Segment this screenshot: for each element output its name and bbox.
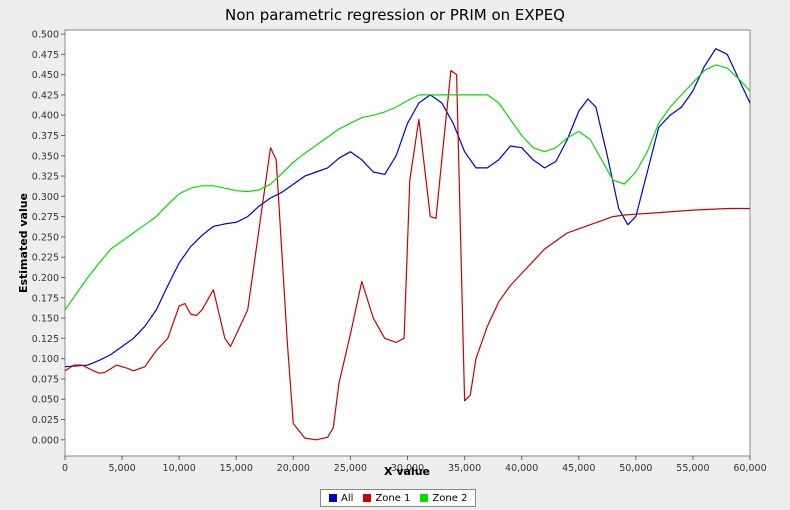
y-tick-label: 0.050 bbox=[32, 395, 59, 406]
legend-swatch bbox=[329, 494, 337, 502]
x-tick-label: 35,000 bbox=[448, 463, 481, 474]
x-tick-label: 50,000 bbox=[619, 463, 652, 474]
legend-item-zone-1: Zone 1 bbox=[363, 493, 410, 504]
y-tick-label: 0.225 bbox=[32, 253, 59, 264]
series-line-zone-2 bbox=[64, 64, 751, 311]
x-tick-label: 45,000 bbox=[562, 463, 595, 474]
y-tick-label: 0.250 bbox=[32, 232, 59, 243]
x-tick-label: 10,000 bbox=[163, 463, 196, 474]
y-axis: 0.000 0.025 0.050 0.075 0.100 0.125 0.150 0.175… bbox=[32, 30, 65, 446]
x-tick-label: 40,000 bbox=[505, 463, 538, 474]
legend: All Zone 1 Zone 2 bbox=[320, 489, 477, 507]
y-tick-label: 0.275 bbox=[32, 212, 59, 223]
legend-item-all: All bbox=[329, 493, 353, 504]
y-tick-label: 0.100 bbox=[32, 354, 59, 365]
legend-label: All bbox=[341, 492, 354, 504]
y-tick-label: 0.500 bbox=[32, 30, 59, 41]
x-tick-label: 25,000 bbox=[334, 463, 367, 474]
x-tick-label: 15,000 bbox=[220, 463, 253, 474]
x-tick-label: 20,000 bbox=[277, 463, 310, 474]
y-tick-label: 0.475 bbox=[32, 50, 59, 61]
x-axis-label: X value bbox=[384, 465, 430, 478]
series-line-all bbox=[64, 48, 751, 368]
y-tick-label: 0.000 bbox=[32, 435, 59, 446]
x-axis: 0 5,000 10,000 15,000 20,000 25,000 30,000 35,0… bbox=[62, 456, 767, 474]
y-tick-label: 0.425 bbox=[32, 90, 59, 101]
series-line-zone-1 bbox=[64, 69, 750, 441]
legend-label: Zone 1 bbox=[375, 492, 411, 504]
y-tick-label: 0.450 bbox=[32, 70, 59, 81]
y-tick-label: 0.075 bbox=[32, 374, 59, 385]
series-lines bbox=[64, 48, 751, 441]
y-tick-label: 0.325 bbox=[32, 172, 59, 183]
y-tick-label: 0.400 bbox=[32, 111, 59, 122]
y-tick-label: 0.350 bbox=[32, 151, 59, 162]
legend-swatch bbox=[420, 494, 429, 502]
x-tick-label: 0 bbox=[62, 463, 68, 474]
y-tick-label: 0.150 bbox=[32, 314, 59, 325]
y-tick-label: 0.025 bbox=[32, 415, 59, 426]
legend-swatch bbox=[363, 494, 372, 502]
chart-title: Non parametric regression or PRIM on EXP… bbox=[225, 6, 565, 24]
x-tick-label: 55,000 bbox=[676, 463, 709, 474]
y-tick-label: 0.125 bbox=[32, 334, 59, 345]
y-tick-label: 0.375 bbox=[32, 131, 59, 142]
y-tick-label: 0.200 bbox=[32, 273, 59, 284]
y-axis-label: Estimated value bbox=[17, 193, 30, 293]
x-tick-label: 30,000 bbox=[391, 463, 424, 474]
x-tick-label: 60,000 bbox=[733, 463, 766, 474]
x-tick-label: 5,000 bbox=[108, 463, 135, 474]
legend-item-zone-2: Zone 2 bbox=[420, 493, 467, 504]
y-tick-label: 0.300 bbox=[32, 192, 59, 203]
legend-label: Zone 2 bbox=[432, 492, 468, 504]
y-tick-label: 0.175 bbox=[32, 293, 59, 304]
